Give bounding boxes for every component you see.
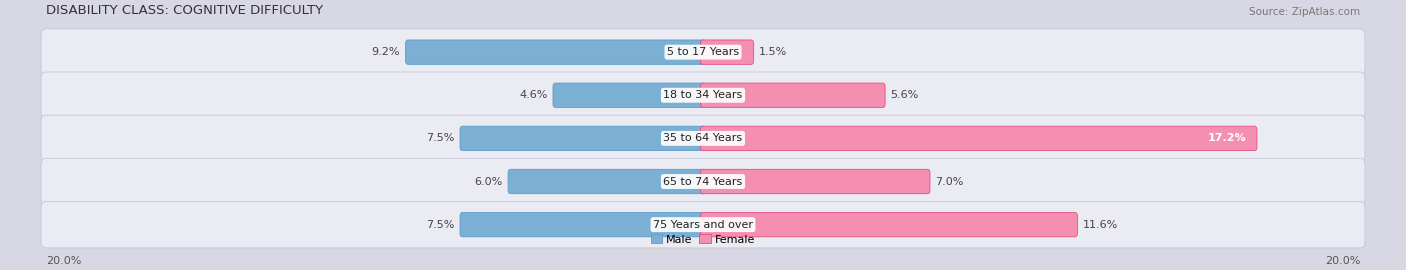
Legend: Male, Female: Male, Female bbox=[647, 230, 759, 249]
Text: 7.5%: 7.5% bbox=[426, 220, 454, 230]
FancyBboxPatch shape bbox=[700, 126, 1257, 151]
FancyBboxPatch shape bbox=[700, 40, 754, 64]
FancyBboxPatch shape bbox=[41, 29, 1365, 75]
Text: 35 to 64 Years: 35 to 64 Years bbox=[664, 133, 742, 143]
Text: 18 to 34 Years: 18 to 34 Years bbox=[664, 90, 742, 100]
FancyBboxPatch shape bbox=[700, 83, 886, 107]
Text: 7.5%: 7.5% bbox=[426, 133, 454, 143]
Text: 65 to 74 Years: 65 to 74 Years bbox=[664, 177, 742, 187]
FancyBboxPatch shape bbox=[41, 201, 1365, 248]
FancyBboxPatch shape bbox=[41, 158, 1365, 205]
FancyBboxPatch shape bbox=[41, 115, 1365, 162]
Text: 5.6%: 5.6% bbox=[890, 90, 918, 100]
Text: 20.0%: 20.0% bbox=[1324, 256, 1360, 266]
Text: 9.2%: 9.2% bbox=[371, 47, 401, 57]
FancyBboxPatch shape bbox=[700, 169, 929, 194]
Text: 4.6%: 4.6% bbox=[519, 90, 547, 100]
FancyBboxPatch shape bbox=[553, 83, 706, 107]
Text: 17.2%: 17.2% bbox=[1208, 133, 1246, 143]
FancyBboxPatch shape bbox=[460, 212, 706, 237]
Text: 5 to 17 Years: 5 to 17 Years bbox=[666, 47, 740, 57]
Text: 6.0%: 6.0% bbox=[474, 177, 503, 187]
FancyBboxPatch shape bbox=[405, 40, 706, 64]
FancyBboxPatch shape bbox=[460, 126, 706, 151]
Text: 20.0%: 20.0% bbox=[46, 256, 82, 266]
Text: 75 Years and over: 75 Years and over bbox=[652, 220, 754, 230]
Text: 7.0%: 7.0% bbox=[935, 177, 963, 187]
FancyBboxPatch shape bbox=[508, 169, 706, 194]
FancyBboxPatch shape bbox=[700, 212, 1077, 237]
FancyBboxPatch shape bbox=[41, 72, 1365, 119]
Text: 11.6%: 11.6% bbox=[1083, 220, 1118, 230]
Text: Source: ZipAtlas.com: Source: ZipAtlas.com bbox=[1249, 7, 1360, 17]
Text: DISABILITY CLASS: COGNITIVE DIFFICULTY: DISABILITY CLASS: COGNITIVE DIFFICULTY bbox=[46, 4, 323, 17]
Text: 1.5%: 1.5% bbox=[759, 47, 787, 57]
